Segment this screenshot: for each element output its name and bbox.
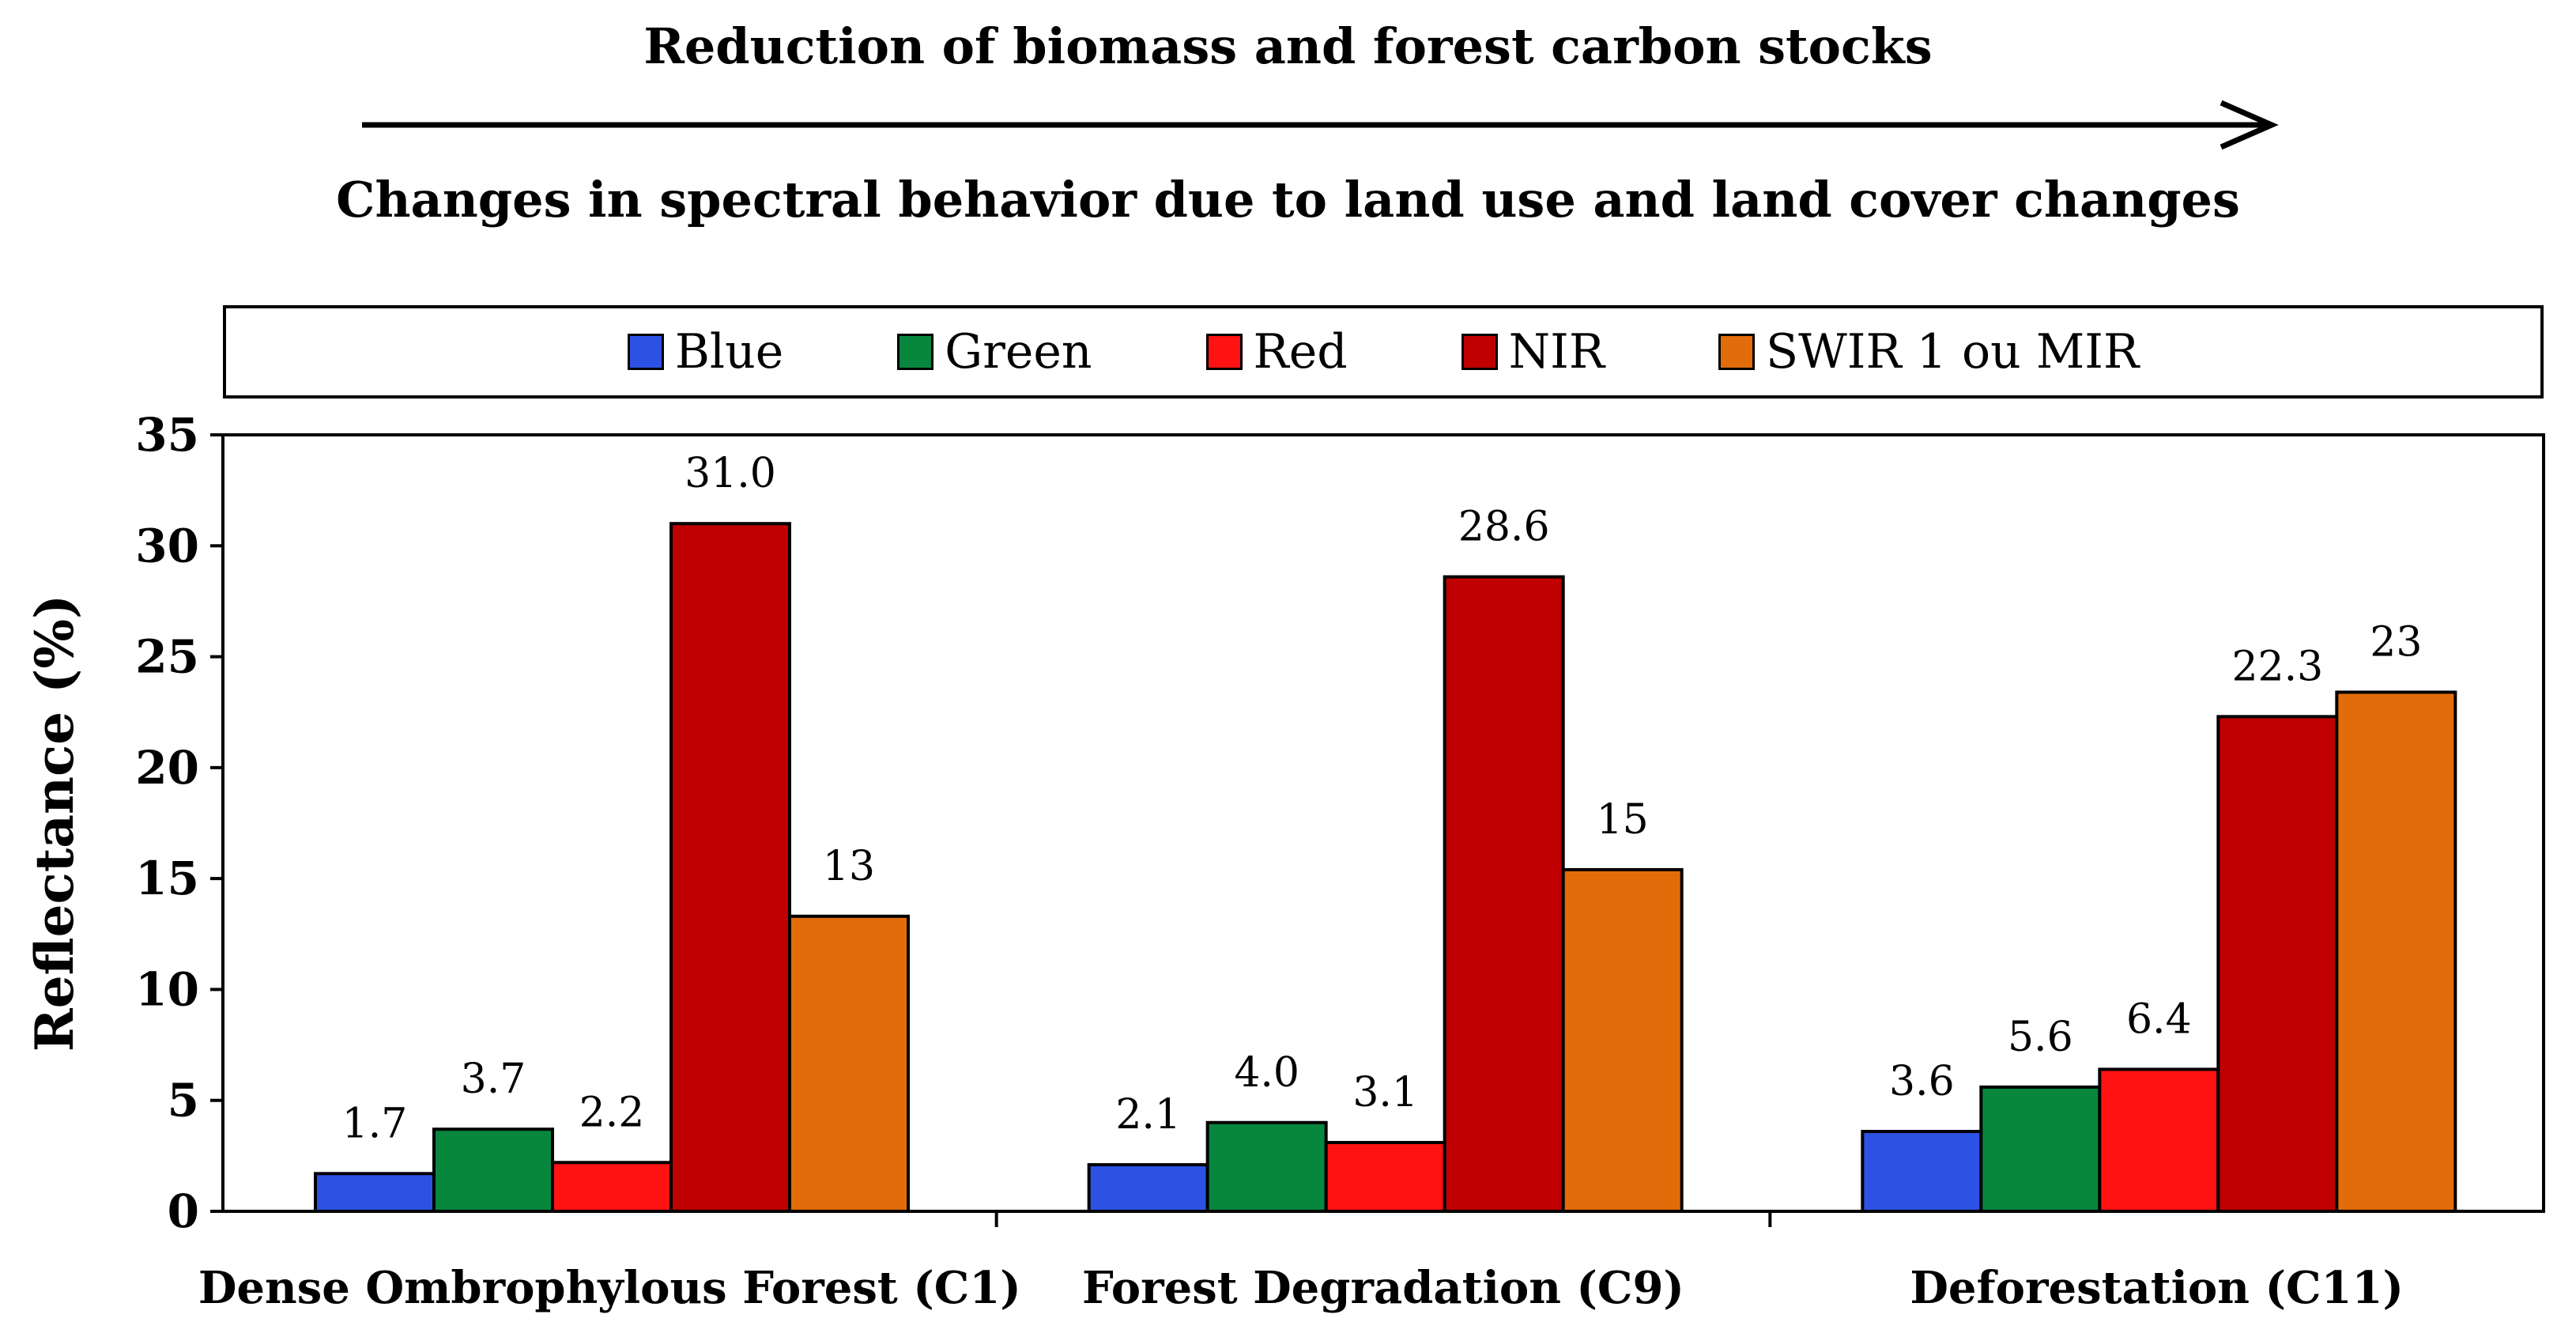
chart-title: Reduction of biomass and forest carbon s… — [643, 17, 1933, 75]
chart-subtitle: Changes in spectral behavior due to land… — [336, 171, 2240, 229]
data-label: 13 — [823, 843, 875, 890]
legend-label: SWIR 1 ou MIR — [1766, 324, 2140, 380]
bar-blue — [1861, 1129, 1983, 1213]
y-tick-label: 0 — [168, 1184, 199, 1238]
data-label: 28.6 — [1458, 504, 1550, 551]
y-axis-label: Reflectance (%) — [24, 595, 85, 1052]
bar-nir — [2216, 715, 2339, 1213]
y-tick-label: 5 — [168, 1074, 199, 1127]
data-label: 2.1 — [1115, 1091, 1181, 1139]
bar-red — [551, 1161, 673, 1214]
x-category-label: Deforestation (C11) — [1910, 1262, 2404, 1314]
legend-swatch — [897, 334, 934, 370]
bar-blue — [314, 1172, 436, 1213]
legend-label: Red — [1253, 324, 1348, 380]
bar-blue — [1087, 1163, 1209, 1213]
legend-label: Green — [945, 324, 1092, 380]
legend-label: NIR — [1508, 324, 1605, 380]
bar-red — [1324, 1141, 1446, 1213]
legend-item: NIR — [1461, 324, 1605, 380]
bar-nir — [669, 522, 791, 1213]
legend-item: Red — [1205, 324, 1348, 380]
y-tick-label: 20 — [135, 741, 199, 795]
bar-green — [432, 1127, 554, 1214]
legend-item: Green — [897, 324, 1092, 380]
legend-swatch — [1718, 334, 1756, 370]
legend-label: Blue — [674, 324, 784, 380]
bar-nir — [1443, 575, 1565, 1213]
legend-swatch — [1205, 334, 1243, 370]
y-tick-label: 30 — [135, 519, 199, 572]
y-tick-label: 15 — [135, 852, 199, 905]
data-label: 31.0 — [685, 450, 776, 497]
bar-swir-1-ou-mir — [788, 914, 910, 1213]
bar-green — [1205, 1120, 1328, 1214]
data-label: 22.3 — [2231, 643, 2323, 690]
data-label: 4.0 — [1234, 1049, 1299, 1097]
y-tick-label: 35 — [135, 408, 199, 462]
legend-swatch — [1461, 334, 1498, 370]
data-label: 15 — [1597, 796, 1649, 844]
bar-swir-1-ou-mir — [2335, 690, 2457, 1213]
y-tick-label: 10 — [135, 962, 199, 1016]
x-category-label: Forest Degradation (C9) — [1082, 1262, 1684, 1314]
legend-item: Blue — [627, 324, 784, 380]
trend-arrow-icon — [362, 100, 2279, 150]
data-label: 2.2 — [579, 1089, 645, 1136]
data-label: 6.4 — [2126, 995, 2192, 1043]
x-category-label: Dense Ombrophylous Forest (C1) — [198, 1262, 1021, 1314]
data-label: 3.1 — [1352, 1069, 1418, 1116]
data-label: 23 — [2370, 618, 2422, 666]
bar-green — [1979, 1085, 2102, 1213]
y-tick-label: 25 — [135, 630, 199, 684]
legend: Blue Green Red NIR SWIR 1 ou MIR — [223, 305, 2544, 398]
legend-swatch — [627, 334, 664, 370]
bar-swir-1-ou-mir — [1561, 867, 1684, 1214]
data-label: 3.6 — [1889, 1058, 1955, 1105]
bar-red — [2098, 1067, 2220, 1214]
data-label: 5.6 — [2008, 1014, 2073, 1061]
legend-item: SWIR 1 ou MIR — [1718, 324, 2139, 380]
data-label: 3.7 — [461, 1056, 526, 1103]
data-label: 1.7 — [342, 1100, 408, 1147]
